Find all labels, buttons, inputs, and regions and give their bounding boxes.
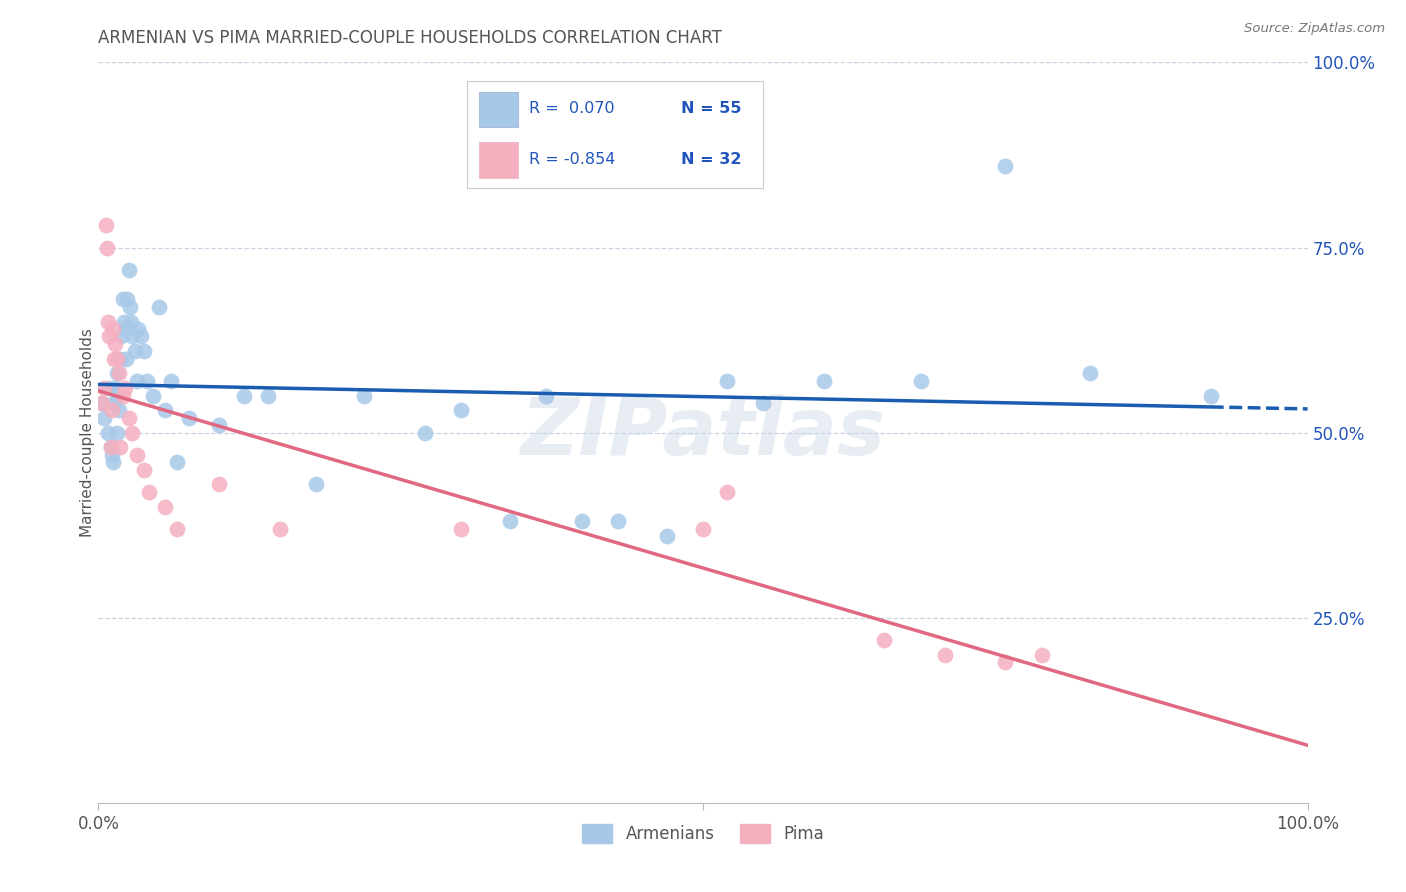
Point	[813, 374, 835, 388]
Point	[1031, 648, 1053, 662]
Point	[105, 425, 128, 440]
Point	[100, 448, 122, 462]
Point	[232, 388, 254, 402]
Point	[994, 159, 1017, 173]
Point	[111, 293, 134, 307]
Point	[607, 515, 630, 529]
Text: ZIPatlas: ZIPatlas	[520, 393, 886, 472]
Point	[129, 329, 152, 343]
Point	[111, 388, 134, 402]
Point	[269, 522, 291, 536]
Point	[179, 410, 201, 425]
Point	[118, 300, 141, 314]
Point	[93, 410, 115, 425]
Point	[107, 388, 129, 402]
Point	[108, 367, 131, 381]
Point	[118, 410, 141, 425]
Point	[110, 329, 132, 343]
Point	[934, 648, 956, 662]
Point	[108, 441, 131, 455]
Point	[353, 388, 375, 402]
Point	[104, 336, 127, 351]
Point	[124, 344, 146, 359]
Point	[91, 396, 114, 410]
Point	[98, 329, 121, 343]
Point	[134, 462, 156, 476]
Point	[93, 381, 115, 395]
Point	[1078, 367, 1101, 381]
Point	[100, 403, 122, 417]
Point	[413, 425, 436, 440]
Point	[97, 314, 120, 328]
Point	[208, 477, 231, 491]
Point	[117, 293, 139, 307]
Point	[101, 455, 124, 469]
Point	[112, 314, 135, 328]
Point	[166, 455, 188, 469]
Point	[305, 477, 328, 491]
Point	[716, 484, 738, 499]
Point	[104, 381, 127, 395]
Point	[160, 374, 183, 388]
Point	[103, 396, 125, 410]
Point	[655, 529, 678, 543]
Point	[752, 396, 775, 410]
Point	[450, 403, 472, 417]
Point	[134, 344, 156, 359]
Point	[96, 240, 118, 255]
Point	[100, 441, 122, 455]
Point	[142, 388, 165, 402]
Point	[97, 425, 120, 440]
Point	[108, 403, 131, 417]
Point	[127, 374, 149, 388]
Point	[127, 322, 149, 336]
Point	[571, 515, 593, 529]
Point	[692, 522, 714, 536]
Point	[166, 522, 188, 536]
Point	[994, 655, 1017, 669]
Text: Source: ZipAtlas.com: Source: ZipAtlas.com	[1244, 22, 1385, 36]
Point	[873, 632, 896, 647]
Point	[91, 396, 114, 410]
Point	[121, 425, 143, 440]
Point	[208, 418, 231, 433]
Y-axis label: Married-couple Households: Married-couple Households	[80, 328, 94, 537]
Point	[98, 381, 121, 395]
Point	[114, 381, 136, 395]
Point	[105, 351, 128, 366]
Point	[153, 500, 176, 514]
Point	[115, 351, 138, 366]
Point	[101, 322, 124, 336]
Point	[910, 374, 932, 388]
Point	[138, 484, 160, 499]
Point	[716, 374, 738, 388]
Point	[120, 314, 142, 328]
Text: ARMENIAN VS PIMA MARRIED-COUPLE HOUSEHOLDS CORRELATION CHART: ARMENIAN VS PIMA MARRIED-COUPLE HOUSEHOL…	[98, 29, 723, 47]
Point	[103, 351, 125, 366]
Point	[135, 374, 157, 388]
Point	[534, 388, 557, 402]
Point	[153, 403, 176, 417]
Point	[148, 300, 170, 314]
Point	[114, 322, 136, 336]
Point	[108, 351, 131, 366]
Point	[127, 448, 149, 462]
Point	[1199, 388, 1222, 402]
Point	[256, 388, 278, 402]
Point	[105, 367, 128, 381]
Point	[118, 262, 141, 277]
Point	[450, 522, 472, 536]
Point	[121, 329, 143, 343]
Legend: Armenians, Pima: Armenians, Pima	[575, 817, 831, 850]
Point	[94, 219, 117, 233]
Point	[498, 515, 520, 529]
Point	[100, 441, 122, 455]
